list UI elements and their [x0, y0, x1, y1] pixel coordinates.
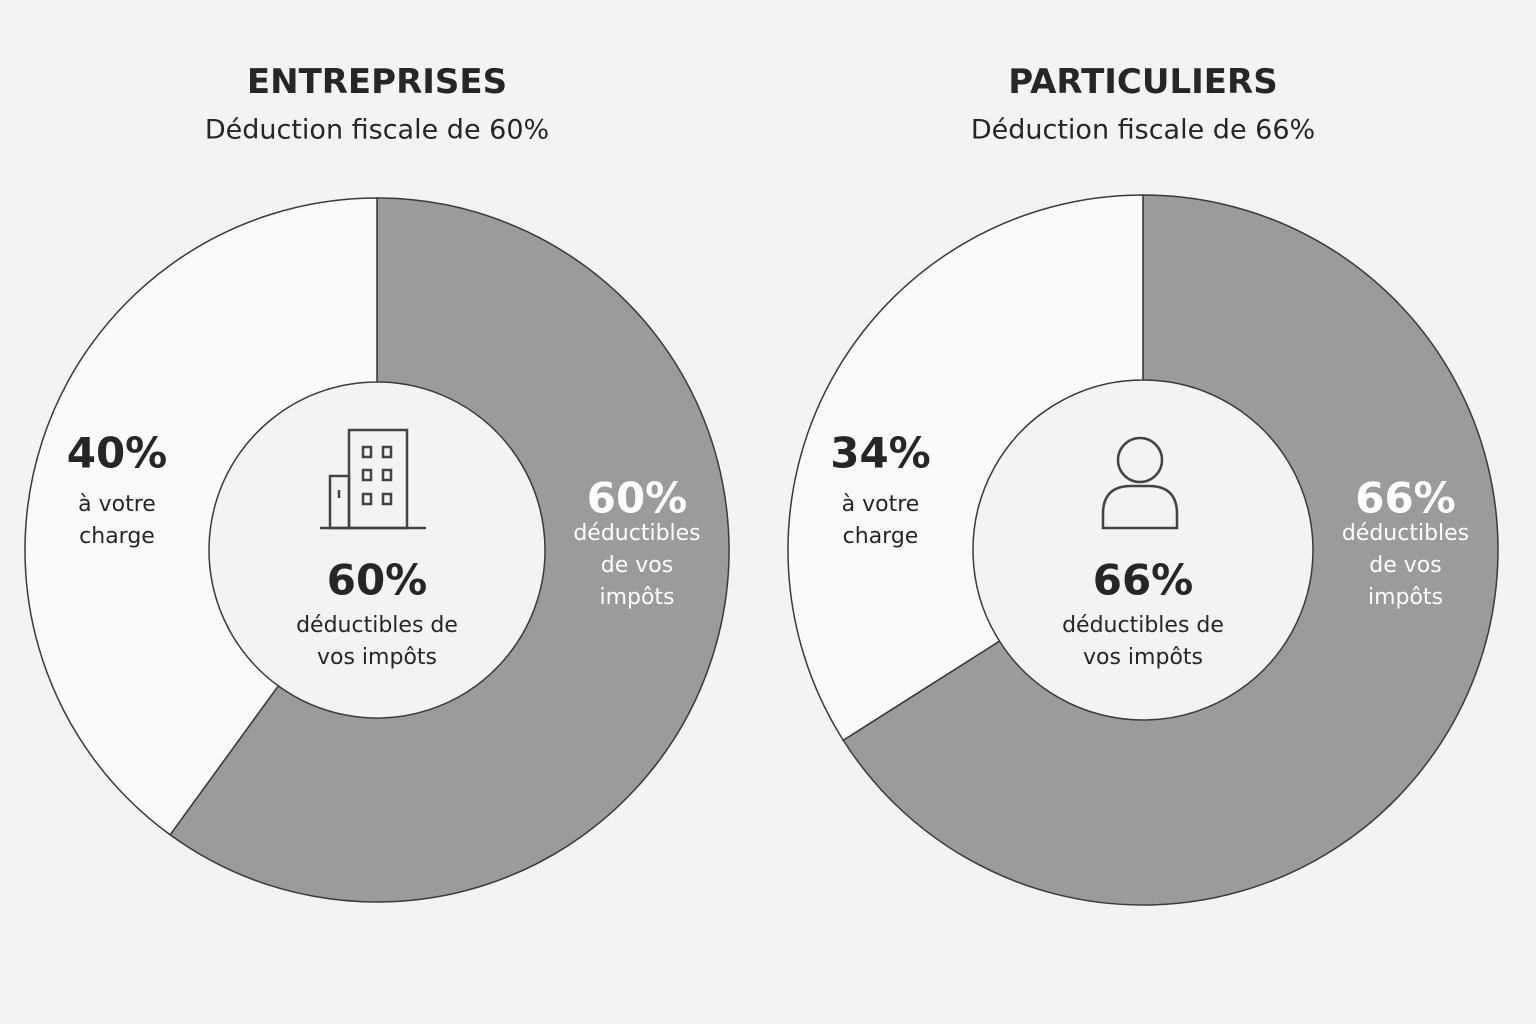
person-body — [1101, 484, 1179, 530]
center-value-label: 60% — [326, 555, 428, 605]
chart-title: ENTREPRISES — [246, 62, 508, 102]
building-body — [347, 428, 409, 530]
segment-label: à votre charge — [841, 492, 920, 549]
building-window — [381, 492, 393, 506]
chart-subtitle: Déduction fiscale de 60% — [204, 114, 550, 146]
donut-segment — [842, 194, 1499, 906]
building-window — [381, 468, 393, 482]
building-window — [361, 492, 373, 506]
segment-label: à votre charge — [78, 492, 156, 549]
building-window — [361, 445, 373, 459]
segment-label: déductibles de vos impôts — [573, 521, 701, 610]
center-label: déductibles de vos impôts — [296, 613, 458, 670]
segment-value-label: 34% — [830, 428, 931, 478]
person-head — [1116, 436, 1164, 484]
segment-label: déductibles de vos impôts — [1341, 521, 1470, 610]
donut-segment — [787, 194, 1144, 742]
chart-subtitle: Déduction fiscale de 66% — [970, 114, 1316, 146]
segment-value-label: 60% — [586, 473, 688, 523]
center-value-label: 66% — [1092, 555, 1194, 605]
building-annex — [328, 474, 351, 530]
segment-value-label: 40% — [66, 428, 168, 478]
donut-segment — [169, 197, 730, 903]
center-label: déductibles de vos impôts — [1062, 613, 1224, 670]
building-window — [381, 445, 393, 459]
icon — [320, 428, 426, 530]
donut-segment — [24, 197, 378, 836]
icon — [1101, 436, 1179, 530]
building-window — [361, 468, 373, 482]
segment-value-label: 66% — [1355, 473, 1456, 523]
chart-title: PARTICULIERS — [1008, 62, 1278, 102]
